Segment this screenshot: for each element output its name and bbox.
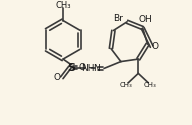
Text: Br: Br: [113, 14, 123, 22]
Text: S: S: [67, 63, 75, 73]
Text: CH₃: CH₃: [55, 1, 71, 10]
Text: CH₃: CH₃: [144, 82, 157, 88]
Text: OH: OH: [138, 15, 152, 24]
Text: O: O: [78, 63, 85, 72]
Text: O: O: [54, 73, 61, 82]
Text: CH₃: CH₃: [120, 82, 133, 88]
Text: N: N: [93, 64, 100, 73]
Text: NH: NH: [81, 64, 95, 73]
Text: O: O: [151, 42, 158, 51]
